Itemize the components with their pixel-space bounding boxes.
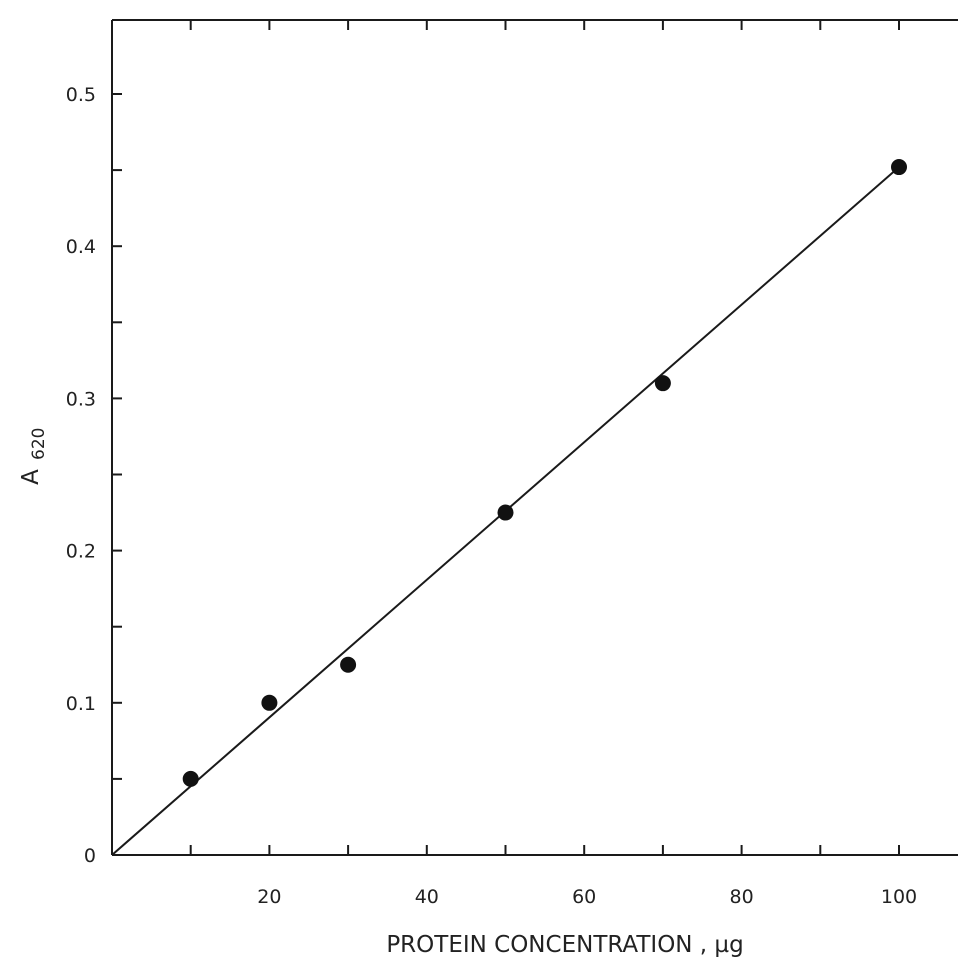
y-tick-label: 0.4 [66,236,96,258]
data-point [497,504,514,521]
data-point [340,656,357,673]
x-tick-label: 20 [257,886,281,908]
y-tick-label: 0.3 [66,388,96,410]
x-tick-label: 80 [730,886,754,908]
data-points [182,159,907,787]
data-point [261,694,278,711]
y-tick-label: 0.5 [66,84,96,106]
axes [111,19,958,856]
data-point [654,375,671,392]
ticks: 20 40 60 80 100 0 0.1 0.2 0.3 0.4 0.5 [66,20,917,908]
x-tick-label: 60 [572,886,596,908]
data-point [182,770,199,787]
y-tick-label: 0.2 [66,541,96,563]
y-axis-title-main: A [18,469,44,485]
x-tick-label: 40 [415,886,439,908]
data-point [891,159,907,176]
y-axis-title: A 620 [18,428,49,485]
x-axis-title: PROTEIN CONCENTRATION , µg [386,932,743,958]
x-tick-label: 100 [881,886,917,908]
y-tick-label: 0.1 [66,693,96,715]
y-axis-title-sub: 620 [29,428,49,460]
y-tick-label: 0 [84,845,96,867]
